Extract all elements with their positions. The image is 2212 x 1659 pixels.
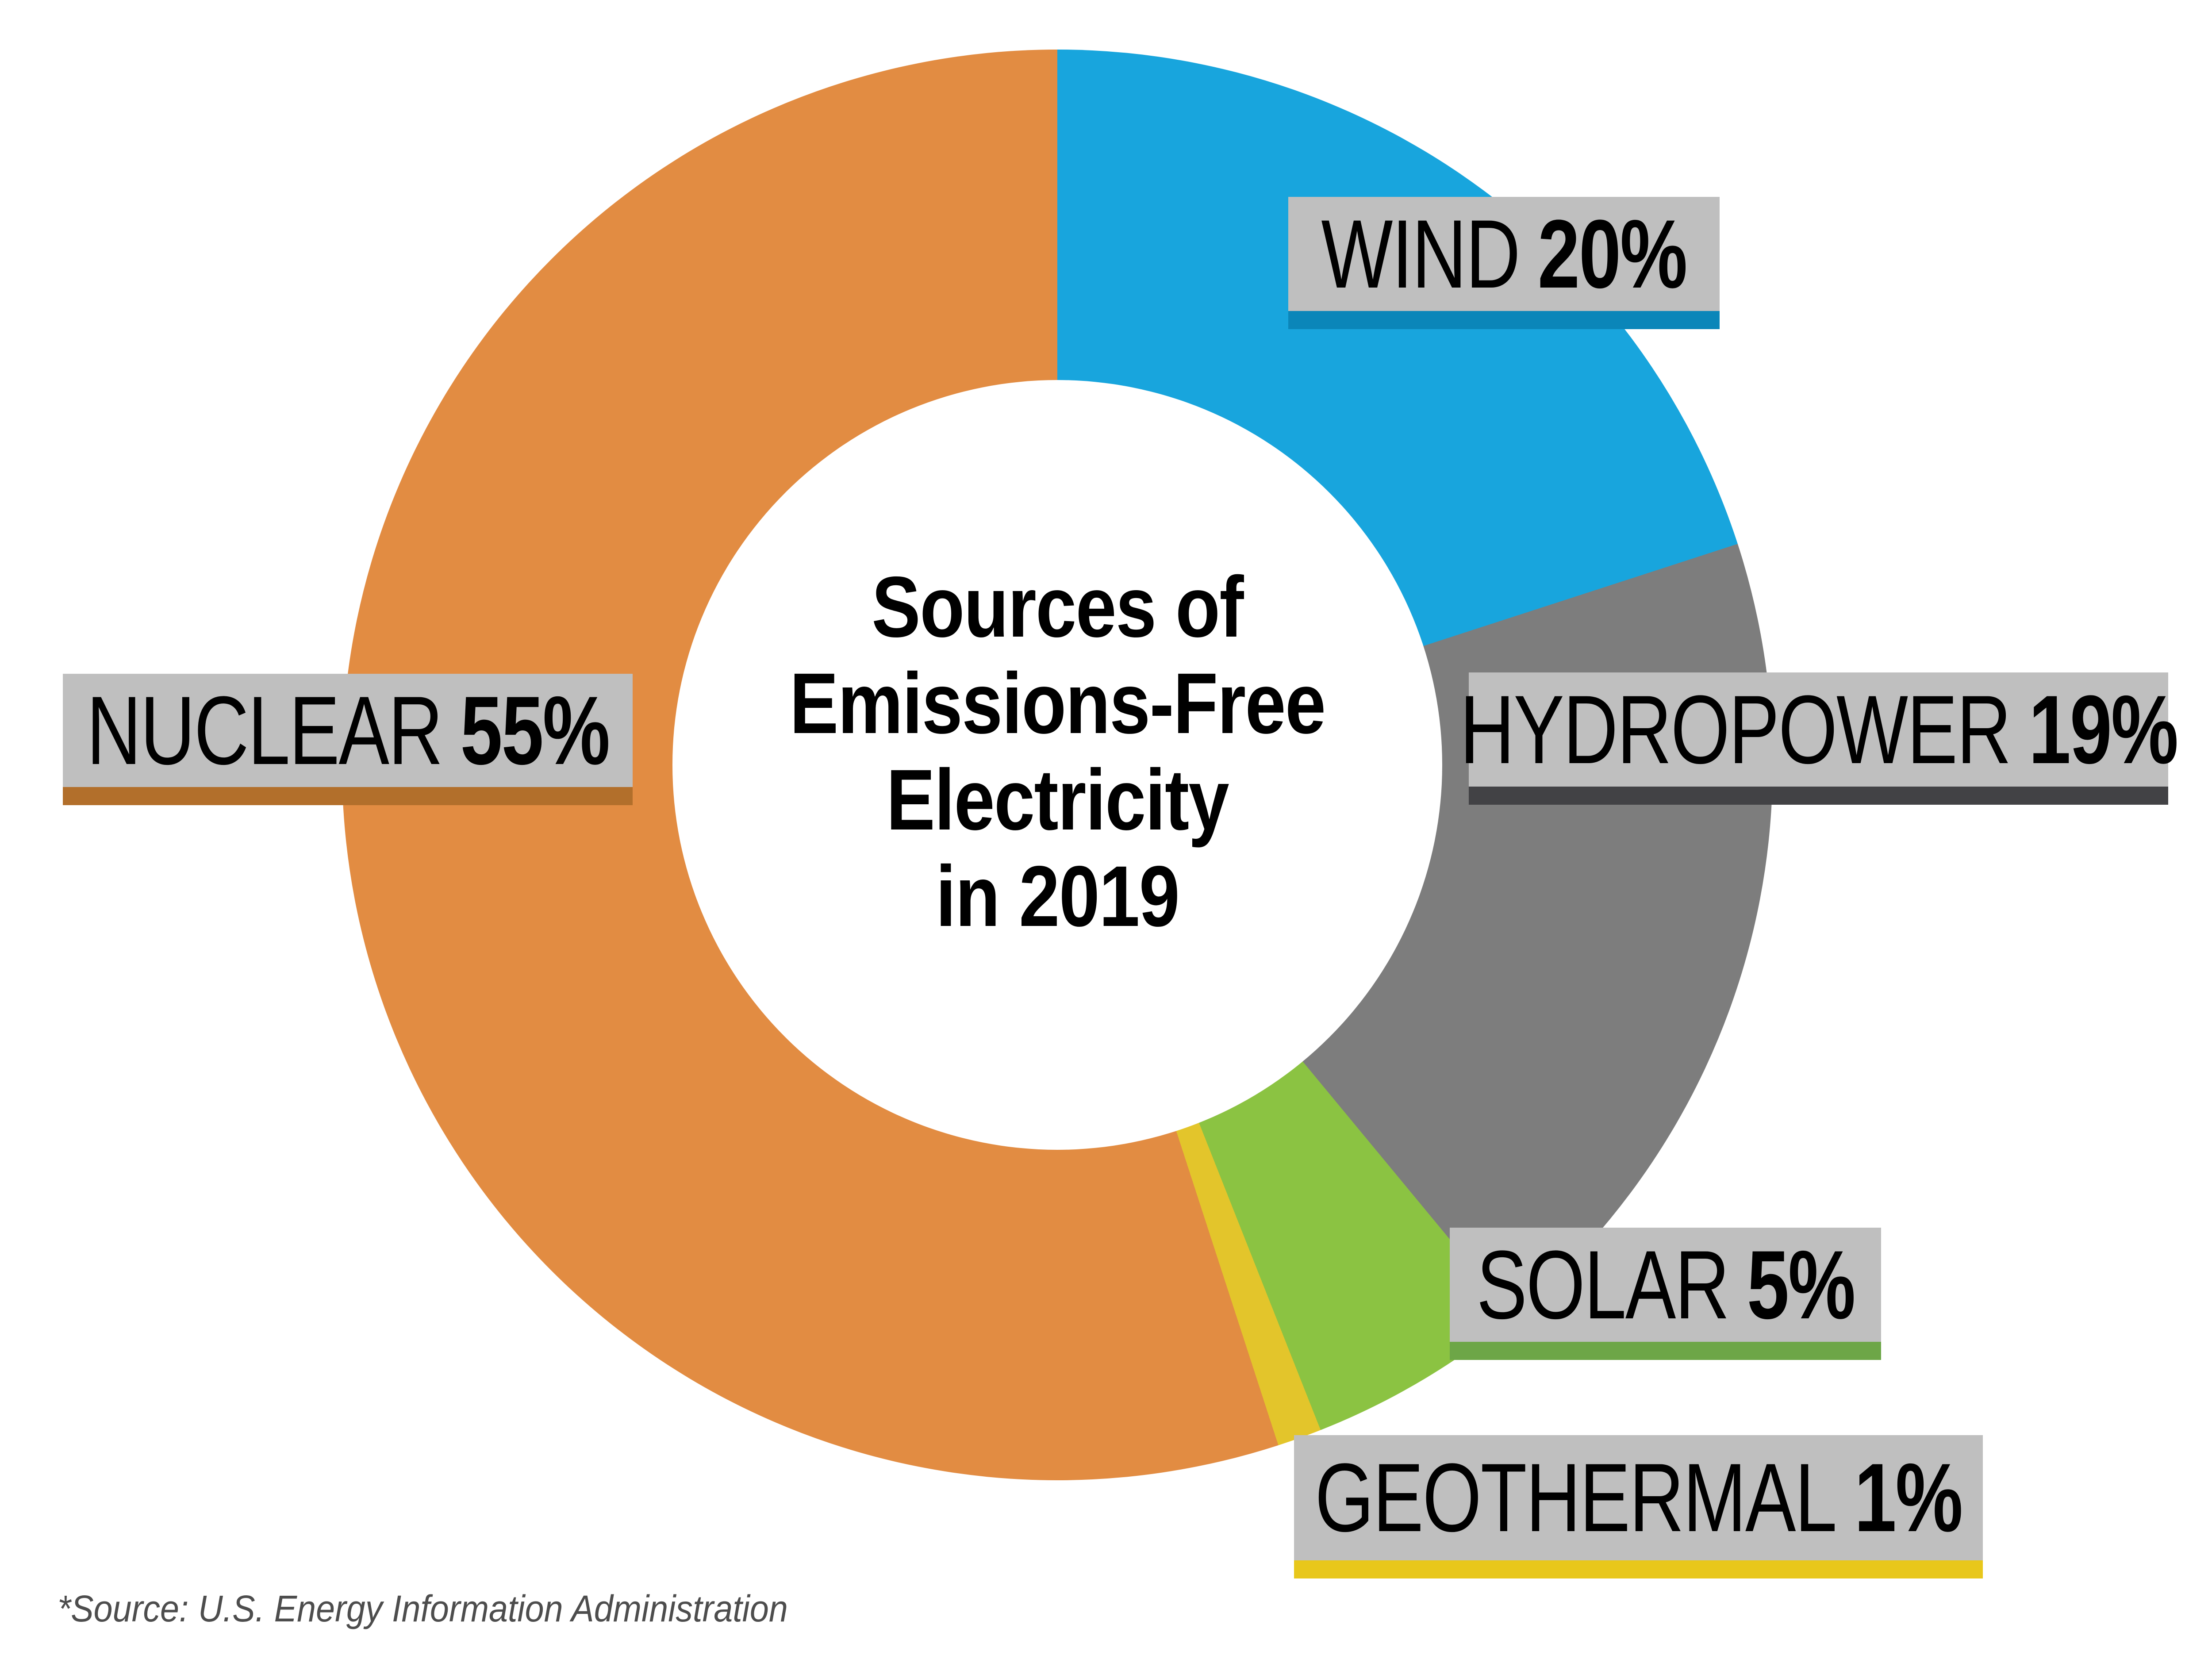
label-hydropower-percent: 19% [2028, 675, 2178, 784]
label-nuclear-text: NUCLEAR 55% [86, 675, 610, 787]
title-line-3: Electricity [886, 752, 1229, 848]
label-solar-underline [1450, 1342, 1881, 1360]
source-note: *Source: U.S. Energy Information Adminis… [58, 1588, 788, 1629]
label-nuclear-underline [63, 787, 633, 805]
label-wind-underline [1288, 311, 1720, 329]
label-geothermal-underline [1294, 1560, 1983, 1578]
label-nuclear-name: NUCLEAR [86, 676, 443, 785]
label-geothermal: GEOTHERMAL 1% [1294, 1435, 1983, 1578]
label-nuclear: NUCLEAR 55% [63, 674, 633, 805]
label-solar-name: SOLAR [1476, 1230, 1729, 1339]
label-hydropower-text: HYDROPOWER 19% [1459, 674, 2178, 786]
donut-hole: Sources of Emissions-Free Electricity in… [672, 380, 1442, 1150]
title-line-1: Sources of [872, 559, 1244, 655]
label-wind-text: WIND 20% [1321, 198, 1688, 310]
label-geothermal-name: GEOTHERMAL [1315, 1443, 1837, 1552]
label-solar: SOLAR 5% [1450, 1228, 1881, 1360]
label-wind-percent: 20% [1537, 199, 1688, 308]
label-nuclear-percent: 55% [460, 676, 610, 785]
chart-title: Sources of Emissions-Free Electricity in… [789, 559, 1326, 945]
label-geothermal-text: GEOTHERMAL 1% [1315, 1442, 1963, 1554]
label-hydropower-underline [1469, 787, 2168, 805]
label-wind: WIND 20% [1288, 197, 1720, 329]
label-hydropower: HYDROPOWER 19% [1459, 672, 2178, 805]
label-wind-name: WIND [1321, 199, 1521, 308]
label-solar-text: SOLAR 5% [1476, 1229, 1855, 1341]
label-hydropower-name: HYDROPOWER [1459, 675, 2011, 784]
label-geothermal-percent: 1% [1854, 1443, 1963, 1552]
title-line-4: in 2019 [935, 848, 1180, 945]
title-line-2: Emissions-Free [789, 655, 1326, 752]
label-solar-percent: 5% [1747, 1230, 1855, 1339]
